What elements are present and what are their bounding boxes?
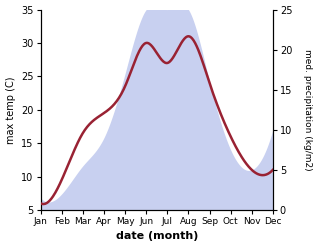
- Y-axis label: med. precipitation (kg/m2): med. precipitation (kg/m2): [303, 49, 313, 171]
- X-axis label: date (month): date (month): [115, 231, 198, 242]
- Y-axis label: max temp (C): max temp (C): [5, 76, 16, 144]
